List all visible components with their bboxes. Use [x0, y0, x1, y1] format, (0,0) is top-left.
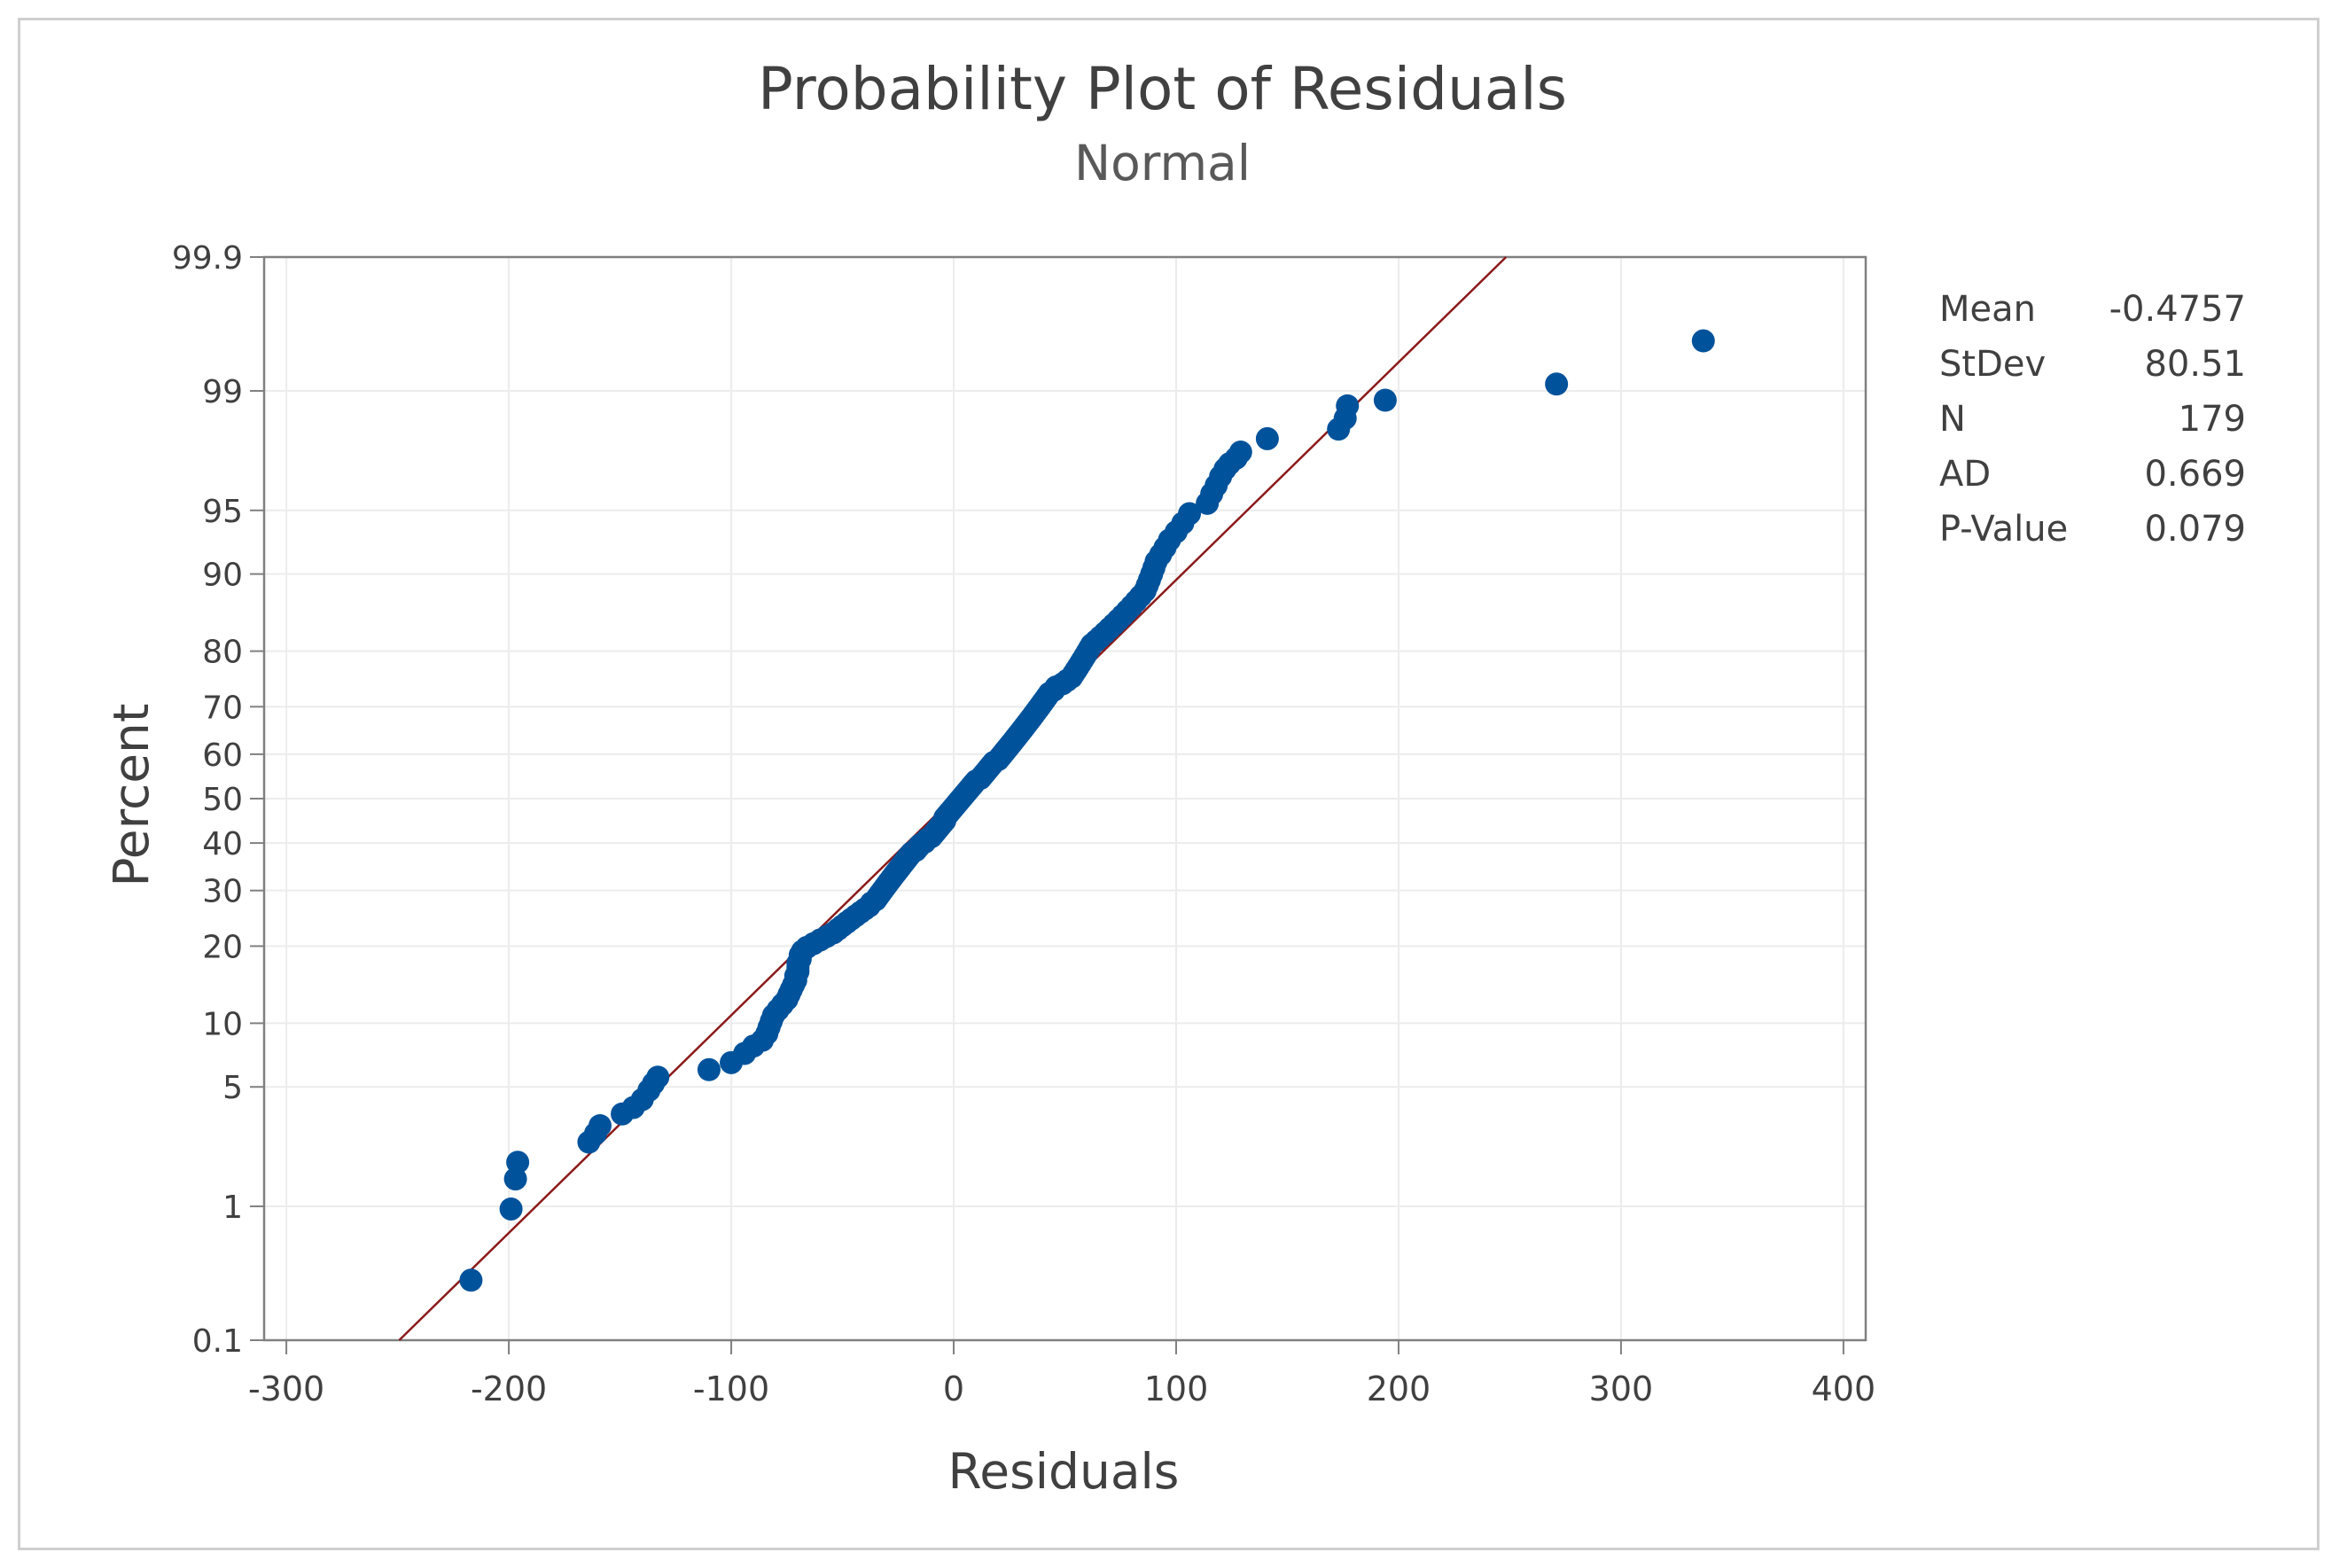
- y-tick-label: 99.9: [172, 240, 243, 277]
- data-point: [1228, 441, 1252, 464]
- y-tick-label: 10: [202, 1006, 243, 1042]
- x-tick-label: -100: [693, 1369, 769, 1408]
- stat-label: P-Value: [1939, 509, 2069, 550]
- stat-label: AD: [1939, 454, 1992, 495]
- statistics-panel: Mean -0.4757 StDev 80.51 N 179 AD 0.669 …: [1939, 282, 2246, 557]
- x-tick-label: 100: [1144, 1369, 1209, 1408]
- data-point: [499, 1197, 523, 1221]
- x-axis-label: Residuals: [947, 1443, 1180, 1500]
- y-tick-label: 5: [222, 1070, 243, 1106]
- data-point: [1691, 329, 1715, 353]
- chart-subtitle: Normal: [1074, 135, 1251, 191]
- data-point: [588, 1114, 612, 1138]
- stat-row-n: N 179: [1939, 392, 2246, 447]
- stat-row-mean: Mean -0.4757: [1939, 282, 2246, 337]
- stat-value: 0.079: [2144, 509, 2246, 550]
- y-tick-label: 30: [202, 874, 243, 910]
- data-point: [1336, 394, 1360, 417]
- chart-title: Probability Plot of Residuals: [758, 55, 1567, 123]
- plot-border: [262, 255, 1867, 1342]
- stat-row-ad: AD 0.669: [1939, 447, 2246, 502]
- point-layer: [459, 329, 1715, 1292]
- y-tick-label: 60: [202, 737, 243, 774]
- y-tick-label: 40: [202, 826, 243, 862]
- y-tick-label: 0.1: [192, 1323, 243, 1360]
- x-tick-label: 300: [1589, 1369, 1654, 1408]
- y-tick-label: 20: [202, 929, 243, 965]
- stat-row-p-value: P-Value 0.079: [1939, 502, 2246, 557]
- stat-row-stdev: StDev 80.51: [1939, 337, 2246, 392]
- axis-layer: -300 -200 -100 0 100 200 300 400 0.1 1 5 10 20 30 40 50…: [172, 240, 1875, 1408]
- stat-label: N: [1939, 399, 1966, 440]
- x-tick-label: 0: [943, 1369, 964, 1408]
- stat-value: -0.4757: [2109, 289, 2246, 330]
- y-tick-label: 80: [202, 635, 243, 671]
- data-point: [1178, 502, 1202, 526]
- y-tick-label: 50: [202, 782, 243, 818]
- stat-label: StDev: [1939, 344, 2047, 385]
- y-tick-label: 70: [202, 690, 243, 726]
- x-tick-label: 200: [1367, 1369, 1431, 1408]
- data-point: [506, 1151, 530, 1174]
- data-point: [1255, 426, 1279, 450]
- x-tick-label: 400: [1812, 1369, 1876, 1408]
- y-tick-label: 99: [202, 374, 243, 410]
- chart-frame: [18, 18, 2320, 1550]
- y-axis-label: Percent: [103, 703, 160, 887]
- data-point: [1373, 388, 1397, 412]
- data-point: [1545, 372, 1569, 396]
- data-point: [697, 1057, 721, 1081]
- x-tick-label: -200: [471, 1369, 547, 1408]
- stat-value: 0.669: [2144, 454, 2246, 495]
- stat-label: Mean: [1939, 289, 2036, 330]
- y-tick-label: 95: [202, 494, 243, 530]
- y-tick-label: 1: [222, 1190, 243, 1226]
- stat-value: 179: [2178, 399, 2246, 440]
- data-point: [459, 1268, 483, 1292]
- data-point: [646, 1065, 670, 1089]
- y-tick-label: 90: [202, 558, 243, 594]
- stat-value: 80.51: [2144, 344, 2246, 385]
- x-tick-label: -300: [248, 1369, 324, 1408]
